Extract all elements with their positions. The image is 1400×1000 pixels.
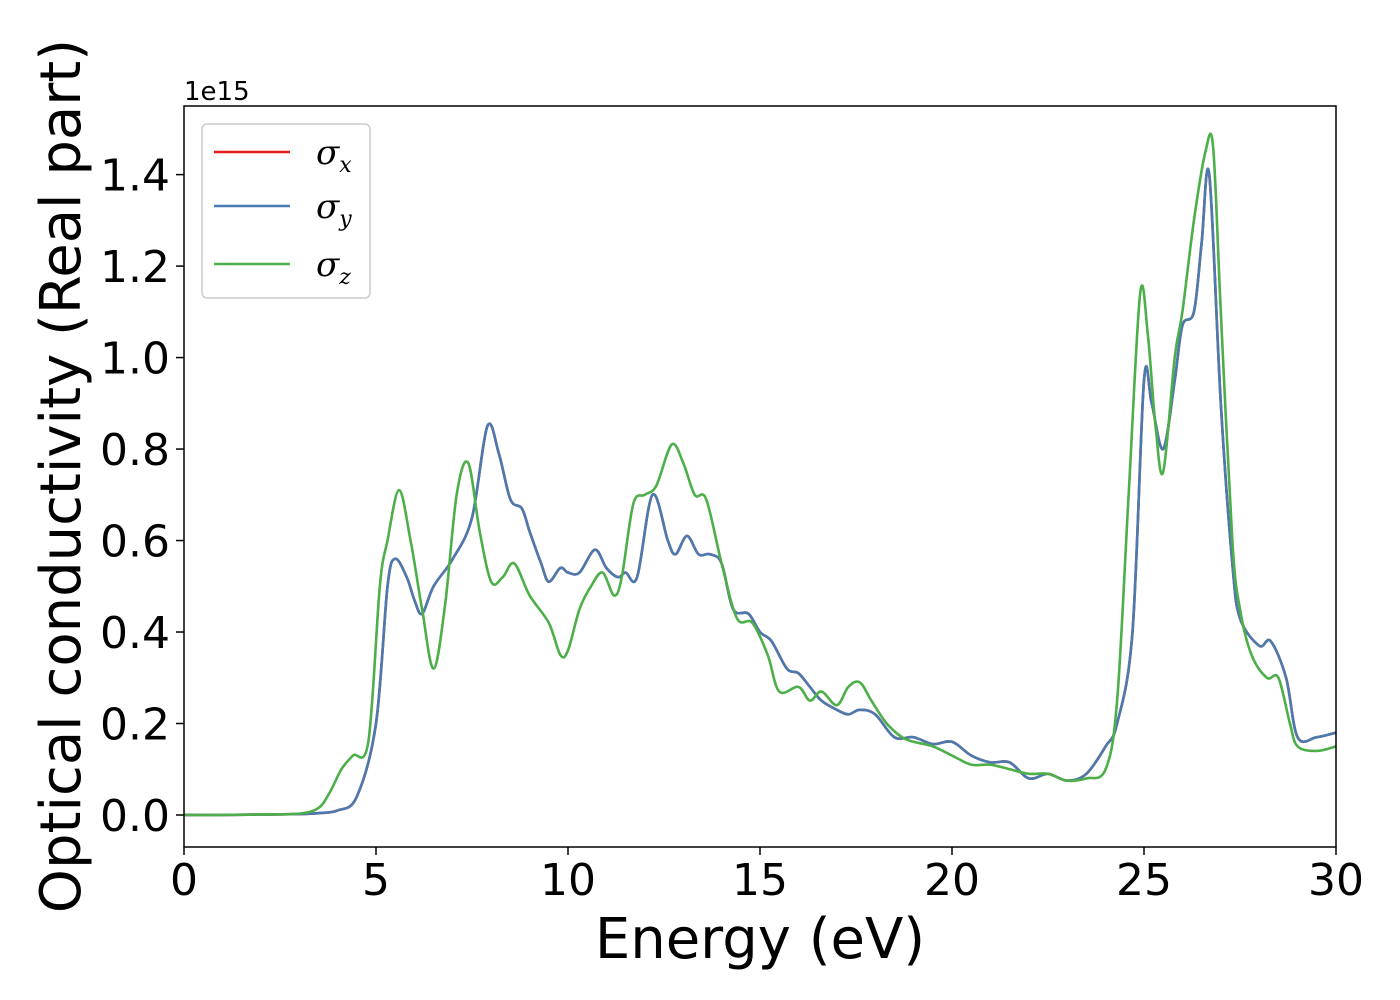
x-tick-label: 10 [540,855,596,906]
y-tick-label: 1.2 [100,242,170,293]
x-axis-ticks: 0 5 10 15 20 25 30 [170,847,1364,906]
legend-label-x: σx [316,133,352,178]
legend-frame [201,123,371,299]
series-line-z [184,132,1336,817]
legend-subscript: z [338,265,351,290]
x-axis-title: Energy (eV) [595,907,925,972]
y-offset-label: 1e15 [184,77,250,107]
series-layer [184,132,1336,817]
x-tick-label: 25 [1116,855,1172,906]
legend-subscript: x [339,153,352,178]
y-axis-title: Optical conductivity (Real part) [29,39,94,913]
x-tick-label: 30 [1308,855,1364,906]
plot-area [183,105,1337,848]
x-tick-label: 0 [170,855,198,906]
x-tick-label: 15 [732,855,788,906]
x-tick-label: 5 [362,855,390,906]
y-tick-label: 0.6 [100,517,170,568]
y-axis-ticks: 0.0 0.2 0.4 0.6 0.8 1.0 1.2 1.4 [100,151,184,842]
legend-symbol: σ [316,187,340,227]
legend-subscript: y [338,207,352,232]
series-line-y [184,167,1336,817]
legend-symbol: σ [316,133,340,173]
y-tick-label: 0.4 [100,608,170,659]
x-tick-label: 20 [924,855,980,906]
legend-symbol: σ [316,245,340,285]
y-tick-label: 1.0 [100,334,170,385]
y-tick-label: 0.2 [100,700,170,751]
legend-label-z: σz [316,245,351,290]
y-tick-label: 0.0 [100,791,170,842]
y-tick-label: 0.8 [100,425,170,476]
y-tick-label: 1.4 [100,151,170,202]
legend-label-y: σy [316,187,352,232]
